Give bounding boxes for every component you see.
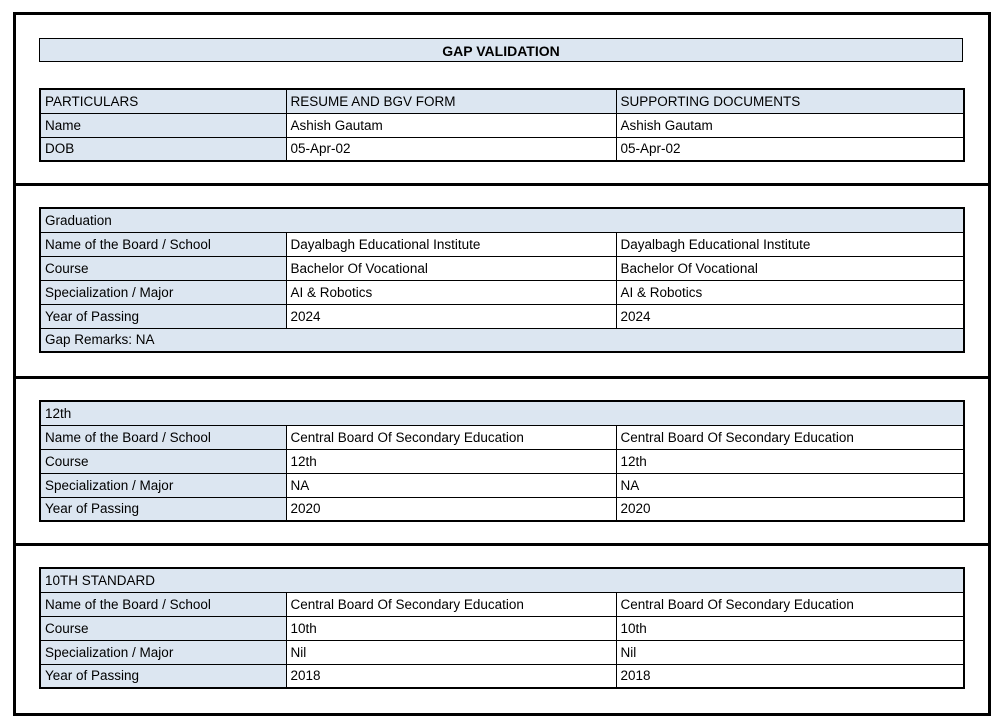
cell-label: Specialization / Major xyxy=(39,639,287,665)
cell-resume-value: 2024 xyxy=(285,303,617,329)
cell-label: Specialization / Major xyxy=(39,472,287,498)
personal-details-table: PARTICULARS RESUME AND BGV FORM SUPPORTI… xyxy=(39,88,965,162)
table-row-dob: DOB 05-Apr-02 05-Apr-02 xyxy=(39,136,965,162)
table-row-board: Name of the Board / School Dayalbagh Edu… xyxy=(39,231,965,257)
tenth-table: 10TH STANDARD Name of the Board / School… xyxy=(39,567,966,689)
table-row-year: Year of Passing 2024 2024 xyxy=(39,303,965,329)
section-heading-row: 10TH STANDARD xyxy=(39,567,965,593)
cell-resume-value: Bachelor Of Vocational xyxy=(285,255,617,281)
cell-supporting-value: AI & Robotics xyxy=(615,279,965,305)
cell-resume-value: 2018 xyxy=(285,663,617,689)
table-row-name: Name Ashish Gautam Ashish Gautam xyxy=(39,112,965,138)
cell-resume-value: Central Board Of Secondary Education xyxy=(285,424,617,450)
section-heading: 10TH STANDARD xyxy=(39,567,965,593)
cell-resume-value: AI & Robotics xyxy=(285,279,617,305)
cell-supporting-value: 05-Apr-02 xyxy=(615,136,965,162)
cell-supporting-value: Central Board Of Secondary Education xyxy=(615,424,965,450)
section-graduation: Graduation Name of the Board / School Da… xyxy=(16,186,988,376)
table-row-course: Course Bachelor Of Vocational Bachelor O… xyxy=(39,255,965,281)
section-heading-row: 12th xyxy=(39,400,965,426)
table-row-course: Course 10th 10th xyxy=(39,615,965,641)
cell-supporting-value: NA xyxy=(615,472,965,498)
cell-resume-value: 05-Apr-02 xyxy=(285,136,617,162)
cell-supporting-value: Central Board Of Secondary Education xyxy=(615,591,965,617)
table-row-year: Year of Passing 2018 2018 xyxy=(39,663,965,689)
cell-label: DOB xyxy=(39,136,287,162)
cell-label: Name of the Board / School xyxy=(39,231,287,257)
cell-supporting-value: Nil xyxy=(615,639,965,665)
cell-resume-value: 10th xyxy=(285,615,617,641)
cell-supporting-value: Ashish Gautam xyxy=(615,112,965,138)
section-divider xyxy=(16,183,988,186)
section-heading-row: Graduation xyxy=(39,207,965,233)
cell-label: Specialization / Major xyxy=(39,279,287,305)
graduation-table: Graduation Name of the Board / School Da… xyxy=(39,207,965,353)
cell-label: Course xyxy=(39,448,287,474)
section-tenth: 10TH STANDARD Name of the Board / School… xyxy=(16,546,988,711)
cell-resume-value: Ashish Gautam xyxy=(285,112,617,138)
section-personal: GAP VALIDATION PARTICULARS RESUME AND BG… xyxy=(16,15,988,183)
document-title-bar: GAP VALIDATION xyxy=(39,38,963,62)
cell-supporting-value: 2020 xyxy=(615,496,965,522)
cell-resume-value: NA xyxy=(285,472,617,498)
cell-resume-value: Dayalbagh Educational Institute xyxy=(285,231,617,257)
header-particulars: PARTICULARS xyxy=(39,88,287,114)
cell-label: Name of the Board / School xyxy=(39,424,287,450)
twelfth-table: 12th Name of the Board / School Central … xyxy=(39,400,966,522)
section-divider xyxy=(16,543,988,546)
section-twelfth: 12th Name of the Board / School Central … xyxy=(16,379,988,543)
cell-supporting-value: 12th xyxy=(615,448,965,474)
cell-label: Name xyxy=(39,112,287,138)
document-title: GAP VALIDATION xyxy=(442,43,560,59)
cell-resume-value: 2020 xyxy=(285,496,617,522)
cell-resume-value: 12th xyxy=(285,448,617,474)
cell-label: Name of the Board / School xyxy=(39,591,287,617)
cell-resume-value: Central Board Of Secondary Education xyxy=(285,591,617,617)
section-heading: Graduation xyxy=(39,207,965,233)
table-row-specialization: Specialization / Major NA NA xyxy=(39,472,965,498)
cell-supporting-value: 2024 xyxy=(615,303,965,329)
cell-supporting-value: Bachelor Of Vocational xyxy=(615,255,965,281)
cell-resume-value: Nil xyxy=(285,639,617,665)
table-row-specialization: Specialization / Major AI & Robotics AI … xyxy=(39,279,965,305)
cell-label: Year of Passing xyxy=(39,303,287,329)
section-divider xyxy=(16,376,988,379)
cell-supporting-value: 2018 xyxy=(615,663,965,689)
cell-label: Course xyxy=(39,615,287,641)
cell-supporting-value: Dayalbagh Educational Institute xyxy=(615,231,965,257)
cell-supporting-value: 10th xyxy=(615,615,965,641)
gap-remarks: Gap Remarks: NA xyxy=(39,327,965,353)
table-row-course: Course 12th 12th xyxy=(39,448,965,474)
table-row-year: Year of Passing 2020 2020 xyxy=(39,496,965,522)
cell-label: Course xyxy=(39,255,287,281)
table-row-specialization: Specialization / Major Nil Nil xyxy=(39,639,965,665)
table-header-row: PARTICULARS RESUME AND BGV FORM SUPPORTI… xyxy=(39,88,965,114)
cell-label: Year of Passing xyxy=(39,496,287,522)
page-frame: GAP VALIDATION PARTICULARS RESUME AND BG… xyxy=(13,12,991,716)
table-row-board: Name of the Board / School Central Board… xyxy=(39,591,965,617)
header-supporting-documents: SUPPORTING DOCUMENTS xyxy=(615,88,965,114)
gap-remarks-row: Gap Remarks: NA xyxy=(39,327,965,353)
header-resume-bgv-form: RESUME AND BGV FORM xyxy=(285,88,617,114)
cell-label: Year of Passing xyxy=(39,663,287,689)
section-heading: 12th xyxy=(39,400,965,426)
table-row-board: Name of the Board / School Central Board… xyxy=(39,424,965,450)
